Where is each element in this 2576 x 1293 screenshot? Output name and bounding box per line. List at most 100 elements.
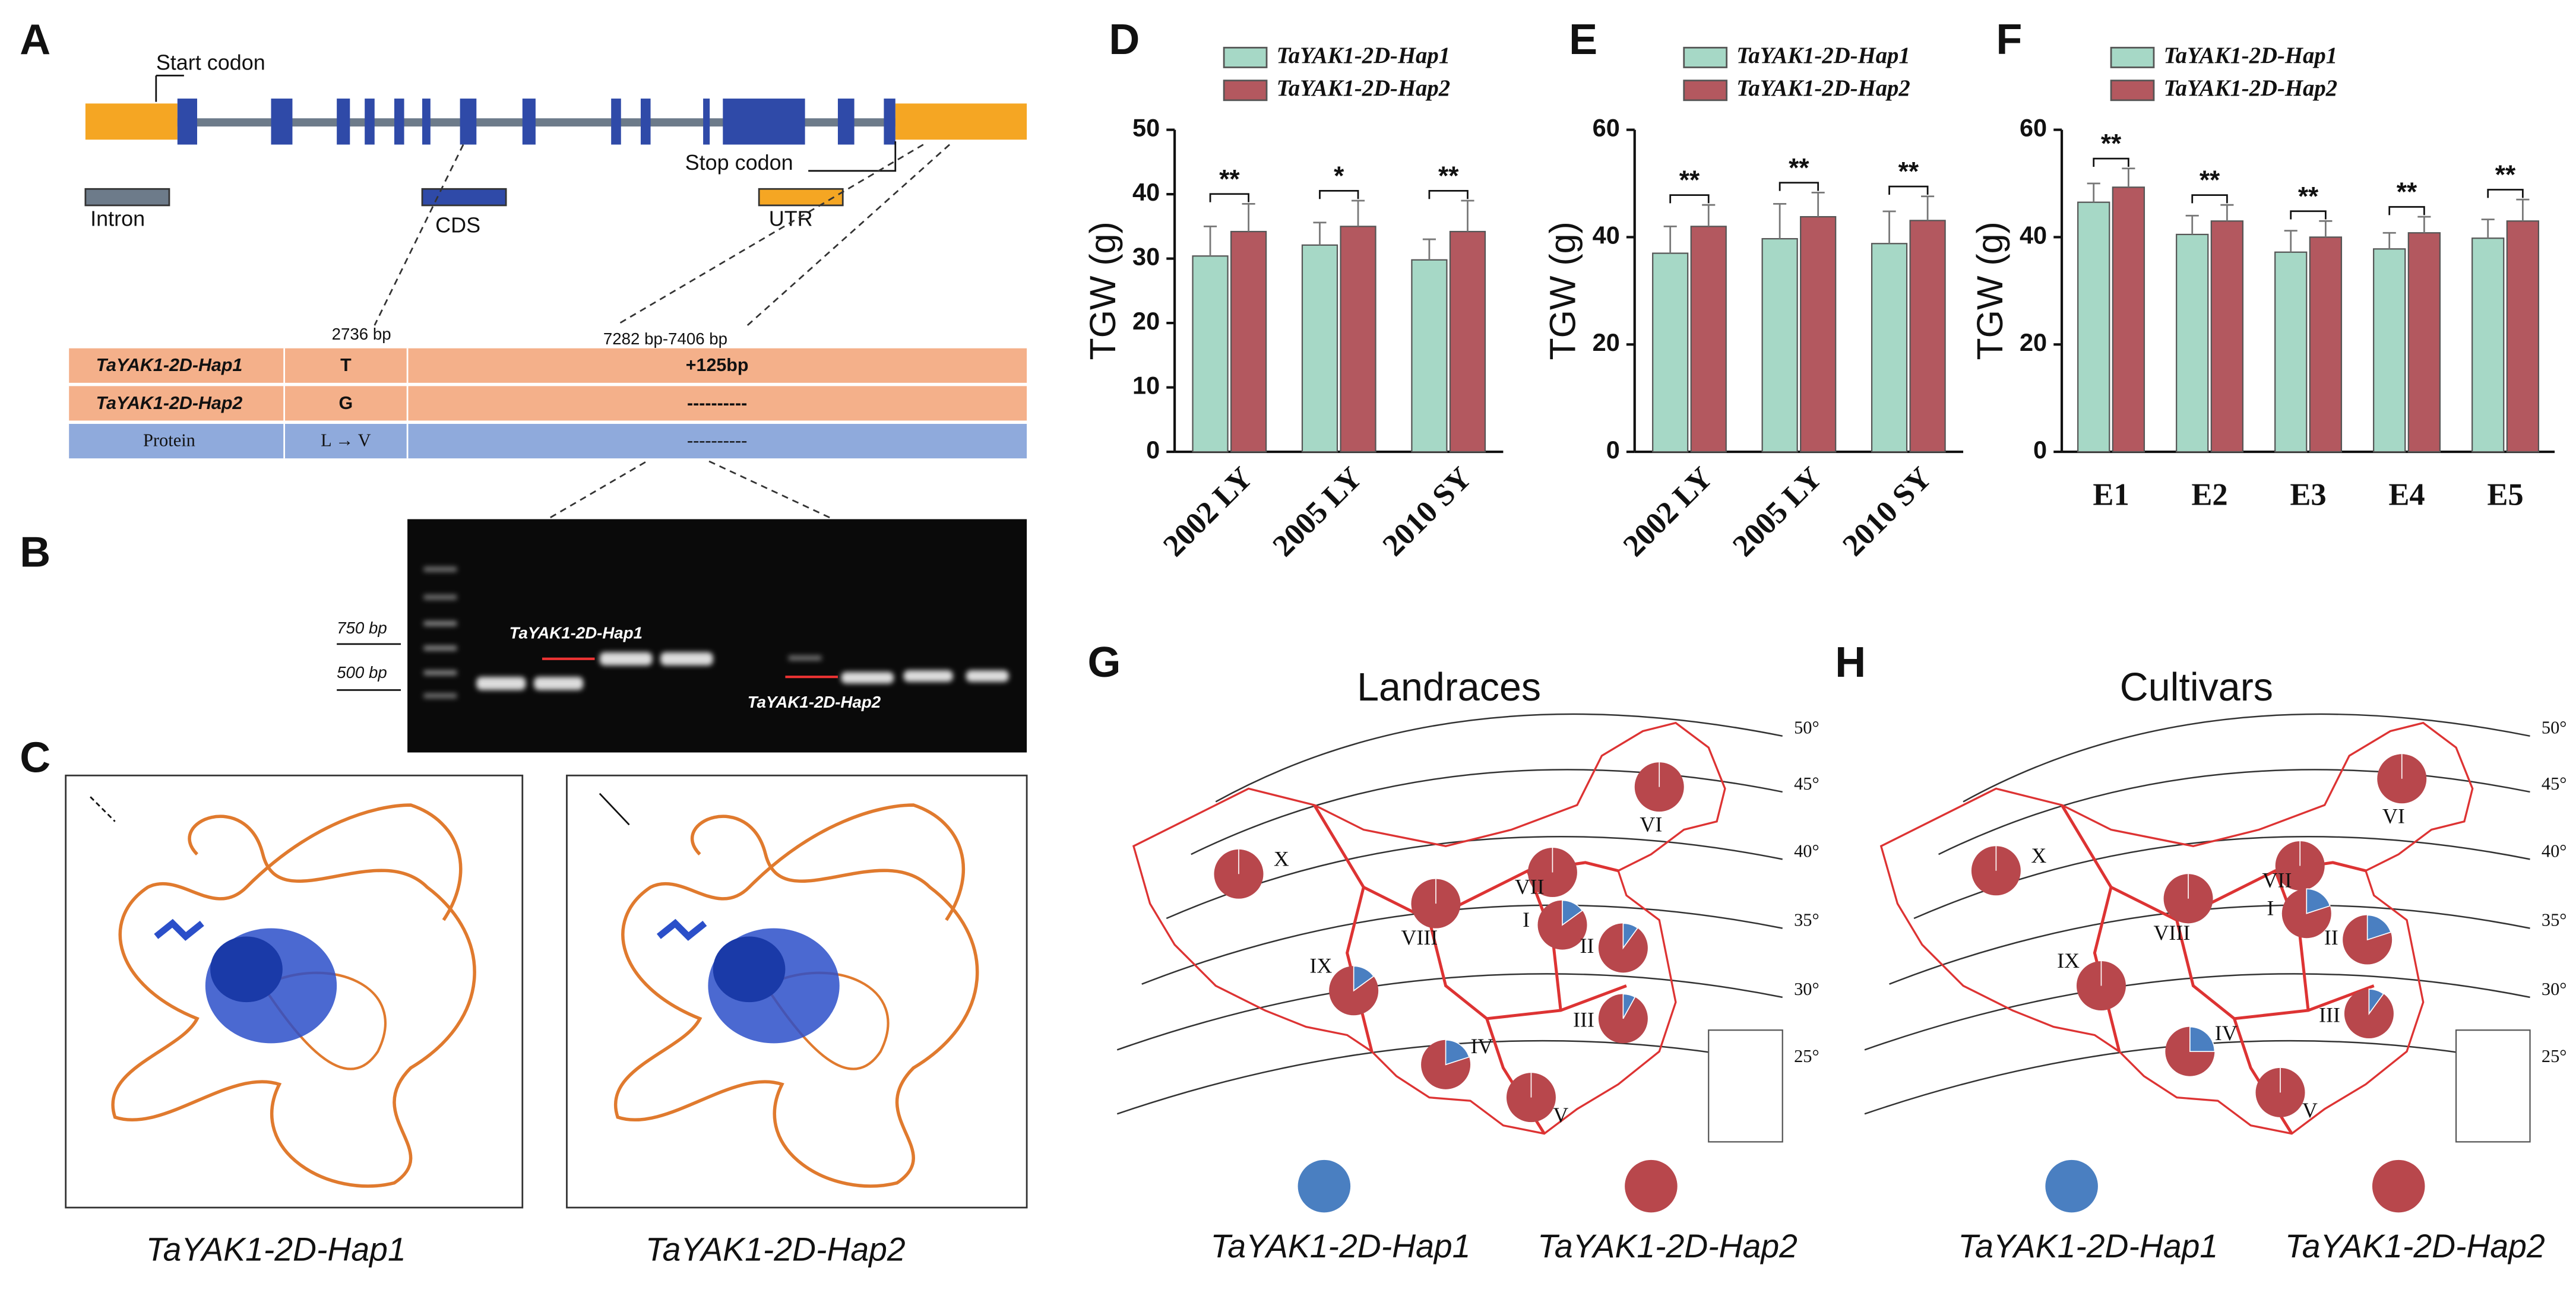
caption: TaYAK1-2D-Hap1 [146, 1231, 406, 1267]
region-label: IV [2215, 1021, 2238, 1045]
bar [2309, 236, 2343, 453]
caption: TaYAK1-2D-Hap2 [645, 1231, 906, 1267]
variant-table: TaYAK1-2D-Hap1 T +125bp TaYAK1-2D-Hap2 G ----… [69, 348, 1027, 459]
table-cell: TaYAK1-2D-Hap1 [96, 355, 243, 375]
significance-bracket [1428, 189, 1469, 199]
significance-bracket [1669, 194, 1710, 204]
marker-label: 500 bp [337, 663, 387, 682]
error-bar [2382, 232, 2396, 249]
start-codon-label: Start codon [156, 50, 265, 74]
legend-swatch [2045, 1159, 2098, 1213]
arrow [599, 793, 630, 826]
latitude-line [1963, 713, 2530, 803]
legend-label: TaYAK1-2D-Hap2 [2285, 1228, 2545, 1265]
bar [2077, 201, 2110, 453]
significance-bracket [2093, 157, 2129, 167]
band-label: TaYAK1-2D-Hap2 [748, 693, 881, 711]
table-row [69, 348, 1027, 383]
protein-structure [111, 803, 476, 1188]
bar [1301, 244, 1338, 453]
exon [611, 99, 621, 145]
legend-label: Intron [90, 206, 145, 230]
legend-swatch [1625, 1159, 1678, 1213]
legend-swatch [1298, 1159, 1351, 1213]
pie-hap2 [2377, 754, 2427, 804]
latitude-label: 25° [1794, 1046, 1819, 1066]
y-tick-label: 50 [1132, 114, 1160, 142]
x-tick-label: E2 [2191, 478, 2227, 512]
intron [177, 118, 895, 127]
y-tick-label: 60 [1593, 114, 1620, 142]
legend-swatch [2110, 46, 2155, 68]
legend-swatch [2110, 80, 2155, 102]
pie-hap1 [2306, 888, 2331, 914]
exon [422, 99, 431, 145]
legend-label: TaYAK1-2D-Hap2 [1277, 75, 1450, 101]
table-cell: Protein [143, 430, 195, 450]
region-label: II [2324, 926, 2338, 949]
latitude-label: 45° [2542, 774, 2567, 794]
x-tick-label: 2005 LY [1726, 461, 1829, 563]
panel-letter: B [20, 528, 50, 576]
region-label: I [2267, 896, 2274, 920]
panel-letter: C [20, 734, 50, 781]
latitude-line [1864, 973, 2530, 1051]
legend-swatch [758, 188, 844, 207]
zoom-lines [374, 144, 951, 327]
latitude-label: 30° [2542, 979, 2567, 999]
table-row [69, 386, 1027, 421]
stop-codon-label: Stop codon [685, 150, 793, 175]
pie-hap1 [1353, 965, 1375, 992]
latitude-line [1191, 769, 1783, 855]
bar [1761, 238, 1798, 453]
latitude-label: 35° [1794, 910, 1819, 930]
legend-label: TaYAK1-2D-Hap2 [1736, 75, 1910, 101]
significance: * [1334, 161, 1344, 191]
error-bar [2087, 182, 2100, 202]
y-axis-label: TGW (g) [1543, 221, 1583, 360]
significance: ** [1679, 166, 1700, 195]
legend-label: TaYAK1-2D-Hap2 [1537, 1228, 1797, 1265]
exon [723, 99, 805, 145]
bar [1230, 230, 1267, 453]
region-label: VI [2382, 804, 2405, 828]
error-bar [2220, 204, 2234, 221]
significance: ** [2495, 160, 2516, 189]
error-bar [2417, 215, 2431, 233]
position-label: 2736 bp [332, 325, 391, 343]
bar [2407, 232, 2441, 453]
bar [2112, 186, 2145, 453]
pie-hap1 [1562, 899, 1583, 926]
exon [337, 99, 350, 145]
panel-letter: H [1835, 639, 1866, 686]
map-title: Landraces [1357, 665, 1541, 709]
error-bar [1351, 199, 1365, 227]
map-title: Cultivars [2120, 665, 2273, 709]
x-tick-label: 2002 LY [1616, 461, 1719, 563]
exons [177, 99, 895, 145]
region-label: IX [1309, 953, 1332, 977]
region-label: II [1580, 934, 1594, 958]
bar [1652, 252, 1689, 453]
inset-map [1708, 1029, 1783, 1143]
table-cell: G [339, 393, 353, 413]
pie-hap1 [2366, 914, 2392, 941]
y-tick-label: 40 [2020, 221, 2047, 249]
y-tick-label: 0 [2033, 436, 2047, 464]
error-bar [1313, 221, 1327, 245]
region-label: IV [1470, 1034, 1493, 1058]
bar [1449, 230, 1486, 453]
legend-swatch [2372, 1159, 2425, 1213]
significance-bracket [2191, 194, 2228, 204]
band-arrows [542, 657, 838, 679]
latitude-label: 35° [2542, 910, 2567, 930]
error-bar [2122, 167, 2135, 188]
legend-swatch [421, 188, 507, 207]
significance-bracket [2388, 206, 2425, 215]
panel-letter: A [20, 16, 50, 64]
region-label: V [2302, 1098, 2318, 1122]
exon [522, 99, 536, 145]
significance-bracket [1888, 185, 1929, 195]
significance: ** [1219, 164, 1240, 194]
